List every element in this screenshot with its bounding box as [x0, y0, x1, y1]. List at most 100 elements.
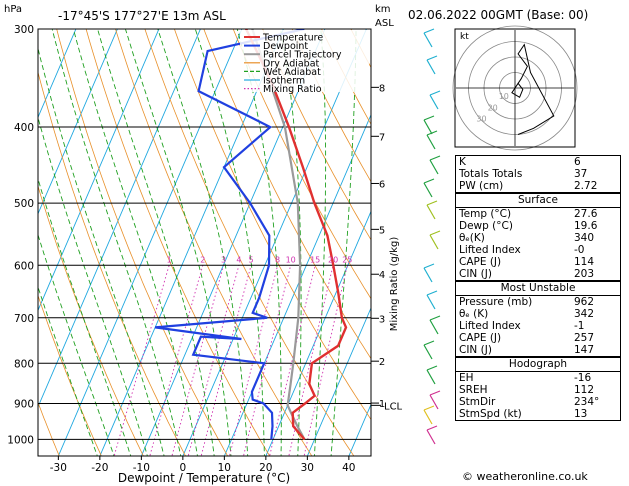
wind-barb — [423, 182, 433, 198]
legend-entry: Isotherm — [263, 76, 305, 87]
index-value: 27.6 — [574, 208, 598, 220]
index-row: SREH 112 — [456, 384, 620, 396]
wind-barb — [423, 32, 433, 48]
index-value: -1 — [574, 320, 585, 332]
location-title: -17°45'S 177°27'E 13m ASL — [58, 9, 226, 23]
legend-entry: Mixing Ratio — [263, 84, 322, 95]
hodograph-group: Hodograph EH -16 SREH 112 StmDir 234° StmSpd (… — [456, 357, 620, 420]
dry-adiabat-line — [38, 184, 144, 456]
wind-barb-flag — [426, 130, 438, 136]
km-unit: km — [375, 4, 391, 15]
most-unstable-group: Most Unstable Pressure (mb) 962 θₑ (K) 342 L… — [456, 281, 620, 357]
dry-adiabat-line — [0, 17, 18, 459]
index-value: -16 — [574, 372, 592, 384]
x-tick-label: -10 — [133, 462, 150, 474]
legend-entry: Dewpoint — [263, 41, 308, 52]
wet-adiabat-line — [38, 115, 148, 456]
wind-barb — [429, 159, 439, 175]
km-tick-label: 5 — [379, 225, 385, 236]
index-value: 114 — [574, 256, 595, 268]
legend-entry: Dry Adiabat — [263, 58, 320, 69]
index-label: θₑ(K) — [459, 232, 485, 244]
wind-barb-flag — [423, 405, 435, 411]
y-tick-label: 700 — [14, 313, 34, 325]
km-tick-label: 1 — [379, 399, 385, 410]
mixing-ratio-label: 15 — [310, 255, 320, 264]
dry-adiabat-line — [262, 29, 371, 241]
wind-barb — [426, 369, 436, 385]
y-tick-label: 600 — [14, 260, 34, 272]
hodograph-title: Hodograph — [456, 357, 620, 372]
wet-adiabat-line — [38, 46, 165, 456]
index-row: Dewp (°C) 19.6 — [456, 220, 620, 232]
wind-barb — [426, 59, 436, 75]
hodograph-ring — [452, 25, 578, 151]
mixing-ratio-line — [269, 265, 316, 456]
index-label: Lifted Index — [459, 244, 521, 256]
index-row: CIN (J) 147 — [456, 344, 620, 356]
legend-background — [240, 30, 369, 92]
x-tick-label: -20 — [91, 462, 108, 474]
index-row: StmSpd (kt) 13 — [456, 408, 620, 420]
mixing-ratio-line — [288, 265, 334, 456]
x-axis-label: Dewpoint / Temperature (°C) — [118, 471, 290, 485]
index-label: Lifted Index — [459, 320, 521, 332]
index-row: Pressure (mb) 962 — [456, 296, 620, 308]
km-tick-label: 6 — [379, 180, 385, 191]
mixing-ratio-axis-label: Mixing Ratio (g/kg) — [389, 237, 400, 332]
index-row: CAPE (J) 257 — [456, 332, 620, 344]
dry-adiabat-line — [291, 29, 371, 183]
index-label: SREH — [459, 384, 488, 396]
index-label: StmSpd (kt) — [459, 408, 522, 420]
isotherm-line — [38, 29, 201, 408]
hodograph-frame — [454, 28, 576, 148]
x-tick-label: 10 — [218, 462, 231, 474]
index-value: 37 — [574, 168, 588, 180]
index-value: 6 — [574, 156, 581, 168]
x-tick-label: -30 — [50, 462, 67, 474]
km-tick-label: 2 — [379, 357, 385, 368]
index-row: Totals Totals 37 — [456, 168, 620, 180]
most-unstable-title: Most Unstable — [456, 281, 620, 296]
plot-frame — [37, 28, 372, 457]
wet-adiabat-line — [124, 29, 232, 456]
index-label: CAPE (J) — [459, 332, 502, 344]
wind-barb-flag — [423, 340, 435, 346]
km-tick-label: 4 — [379, 270, 385, 281]
index-value: 147 — [574, 344, 595, 356]
wind-barb-flag — [426, 365, 438, 371]
index-value: 342 — [574, 308, 595, 320]
index-label: θₑ (K) — [459, 308, 489, 320]
hodograph-ring-label: 10 — [499, 92, 509, 101]
index-value: 340 — [574, 232, 595, 244]
wet-adiabat-line — [157, 29, 249, 456]
index-value: 2.72 — [574, 180, 598, 192]
dry-adiabat-line — [38, 70, 186, 456]
mixing-ratio-line — [113, 265, 170, 456]
dry-adiabat-line — [115, 29, 313, 456]
wet-adiabat-line — [72, 29, 198, 456]
index-label: CAPE (J) — [459, 256, 502, 268]
index-row: CIN (J) 203 — [456, 268, 620, 280]
index-label: Dewp (°C) — [459, 220, 513, 232]
isotherm-line — [306, 306, 371, 456]
y-tick-label: 1000 — [7, 434, 34, 446]
date-title: 02.06.2022 00GMT (Base: 00) — [408, 8, 588, 22]
index-label: PW (cm) — [459, 180, 504, 192]
mixing-ratio-label: 3 — [221, 255, 226, 264]
km-tick-label: 3 — [379, 314, 385, 325]
hodograph-ring-label: 30 — [476, 115, 486, 124]
index-label: StmDir — [459, 396, 496, 408]
index-label: EH — [459, 372, 474, 384]
asl-unit: ASL — [375, 18, 394, 29]
temperature-line — [245, 29, 348, 441]
legend-entry: Wet Adiabat — [263, 67, 321, 78]
mixing-ratio-label: 1 — [167, 255, 172, 264]
x-tick-label: 0 — [179, 462, 186, 474]
mixing-ratio-line — [303, 265, 348, 456]
wind-barb-flag — [426, 200, 438, 206]
wet-adiabat-line — [38, 233, 115, 456]
